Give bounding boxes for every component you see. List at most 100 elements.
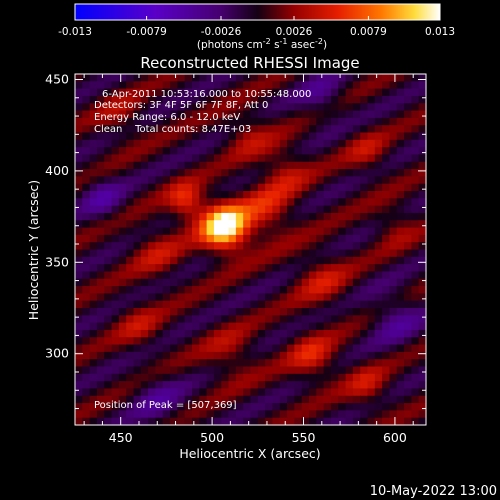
heatmap-cell: [411, 88, 420, 97]
heatmap-cell: [272, 132, 281, 141]
heatmap-cell: [301, 256, 310, 265]
heatmap-cell: [243, 125, 252, 134]
heatmap-cell: [126, 410, 135, 419]
heatmap-cell: [360, 139, 369, 148]
heatmap-cell: [250, 256, 259, 265]
heatmap-cell: [352, 103, 361, 112]
heatmap-cell: [140, 154, 149, 163]
heatmap-cell: [265, 227, 274, 236]
heatmap-cell: [133, 125, 142, 134]
heatmap-cell: [257, 264, 266, 273]
heatmap-cell: [352, 293, 361, 302]
heatmap-cell: [199, 395, 208, 404]
heatmap-cell: [382, 88, 391, 97]
heatmap-cell: [272, 234, 281, 243]
heatmap-cell: [177, 169, 186, 177]
heatmap-cell: [126, 249, 135, 258]
heatmap-cell: [177, 322, 186, 331]
heatmap-cell: [177, 403, 186, 411]
heatmap-cell: [411, 264, 420, 273]
heatmap-cell: [118, 278, 127, 287]
heatmap-cell: [118, 329, 127, 338]
heatmap-cell: [272, 198, 281, 207]
heatmap-cell: [330, 315, 339, 324]
heatmap-cell: [309, 403, 317, 411]
heatmap-cell: [184, 191, 193, 199]
heatmap-cell: [323, 242, 332, 251]
heatmap-cell: [89, 117, 98, 126]
heatmap-cell: [418, 337, 427, 346]
heatmap-cell: [323, 395, 332, 404]
heatmap-cell: [338, 212, 347, 221]
heatmap-cell: [235, 366, 244, 375]
heatmap-cell: [323, 315, 332, 324]
heatmap-cell: [330, 271, 339, 280]
heatmap-cell: [111, 234, 120, 243]
heatmap-cell: [294, 161, 303, 170]
heatmap-cell: [118, 388, 127, 397]
heatmap-cell: [199, 315, 208, 324]
heatmap-cell: [330, 417, 339, 426]
heatmap-cell: [140, 344, 149, 353]
heatmap-cell: [272, 322, 281, 331]
heatmap-cell: [360, 293, 369, 302]
heatmap-cell: [418, 381, 427, 390]
heatmap-cell: [162, 293, 171, 302]
heatmap-cell: [330, 125, 339, 134]
heatmap-cell: [250, 344, 259, 353]
heatmap-cell: [96, 234, 105, 243]
annotation-detectors: Detectors: 3F 4F 5F 6F 7F 8F, Att 0: [94, 100, 268, 111]
heatmap-cell: [250, 183, 259, 192]
heatmap-cell: [389, 169, 398, 177]
heatmap-cell: [279, 198, 288, 207]
heatmap-cell: [89, 359, 98, 368]
heatmap-cell: [192, 286, 200, 294]
heatmap-cell: [235, 293, 244, 302]
heatmap-cell: [243, 410, 252, 419]
heatmap-cell: [352, 344, 361, 353]
heatmap-cell: [118, 359, 127, 368]
heatmap-cell: [418, 373, 427, 382]
heatmap-cell: [389, 227, 398, 236]
heatmap-cell: [170, 191, 178, 199]
heatmap-cell: [411, 417, 420, 426]
heatmap-cell: [418, 359, 427, 368]
heatmap-cell: [206, 271, 215, 280]
heatmap-cell: [199, 154, 208, 163]
heatmap-cell: [294, 381, 303, 390]
heatmap-cell: [177, 74, 186, 82]
heatmap-cell: [301, 191, 310, 199]
heatmap-cell: [316, 417, 325, 426]
heatmap-cell: [75, 117, 83, 126]
heatmap-cell: [250, 351, 259, 360]
heatmap-cell: [294, 271, 303, 280]
heatmap-cell: [389, 278, 398, 287]
heatmap-cell: [118, 344, 127, 353]
heatmap-cell: [360, 183, 369, 192]
heatmap-cell: [192, 234, 200, 243]
heatmap-cell: [338, 337, 347, 346]
heatmap-cell: [228, 205, 237, 214]
heatmap-cell: [133, 220, 142, 229]
heatmap-cell: [104, 322, 113, 331]
heatmap-cell: [367, 300, 376, 309]
heatmap-cell: [184, 95, 193, 104]
heatmap-cell: [228, 95, 237, 104]
heatmap-cell: [367, 410, 376, 419]
heatmap-cell: [272, 212, 281, 221]
heatmap-cell: [265, 359, 274, 368]
heatmap-cell: [184, 293, 193, 302]
heatmap-cell: [104, 110, 113, 119]
heatmap-cell: [338, 242, 347, 251]
heatmap-cell: [170, 395, 178, 404]
heatmap-cell: [301, 322, 310, 331]
heatmap-cell: [228, 286, 237, 294]
heatmap-cell: [330, 227, 339, 236]
heatmap-cell: [272, 381, 281, 390]
heatmap-cell: [162, 351, 171, 360]
heatmap-cell: [272, 344, 281, 353]
heatmap-cell: [265, 183, 274, 192]
heatmap-cell: [250, 308, 259, 316]
heatmap-cell: [96, 278, 105, 287]
heatmap-cell: [177, 183, 186, 192]
